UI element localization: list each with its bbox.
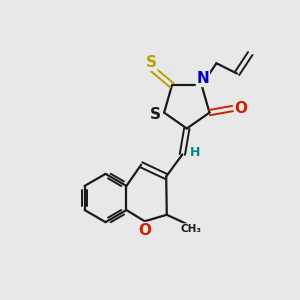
Text: S: S [150, 106, 161, 122]
Text: CH₃: CH₃ [181, 224, 202, 234]
Text: O: O [138, 223, 151, 238]
Text: H: H [190, 146, 200, 159]
Text: O: O [234, 101, 248, 116]
Text: N: N [196, 71, 209, 86]
Text: S: S [146, 55, 157, 70]
